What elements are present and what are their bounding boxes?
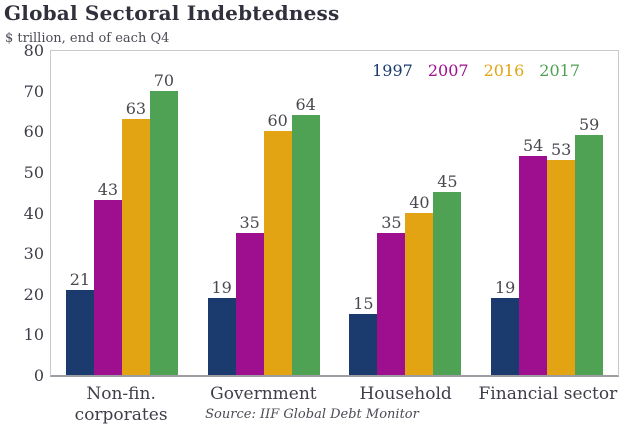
legend-item-2007: 2007 (427, 61, 469, 80)
bar-2016-2 (405, 212, 434, 375)
y-tick-label: 40 (23, 203, 44, 223)
bar-2017-0 (149, 90, 178, 375)
bar-column: 53 (547, 139, 576, 375)
bar-2017-1 (291, 115, 320, 375)
bar-2017-3 (575, 135, 604, 375)
bar-value-label: 35 (239, 212, 260, 232)
bar-value-label: 53 (550, 139, 572, 159)
bar-column: 70 (149, 70, 178, 375)
bar-2007-2 (377, 232, 406, 375)
bar-column: 64 (291, 95, 320, 375)
bar-1997-1 (207, 297, 236, 375)
bar-column: 15 (349, 294, 378, 375)
bar-value-label: 40 (409, 192, 430, 212)
bar-column: 45 (433, 172, 462, 375)
bar-2007-1 (235, 232, 264, 375)
y-tick-label: 70 (23, 81, 44, 101)
x-axis-label-2: Household (335, 384, 477, 426)
x-axis-label-line: Government (210, 384, 317, 404)
bar-1997-2 (349, 314, 378, 375)
bar-2016-1 (263, 131, 292, 375)
y-tick-label: 60 (23, 122, 44, 142)
x-axis-label-3: Financial sector (477, 384, 619, 426)
bar-value-label: 59 (578, 115, 600, 135)
bar-value-label: 19 (494, 277, 516, 297)
y-tick-label: 10 (23, 325, 44, 345)
bar-value-label: 35 (381, 212, 402, 232)
legend-item-2016: 2016 (483, 61, 525, 80)
bar-2016-0 (121, 119, 150, 375)
bar-value-label: 21 (69, 269, 91, 289)
y-tick-label: 30 (23, 244, 44, 264)
bar-column: 60 (263, 111, 292, 375)
bar-group-3: 19 54 53 59 (491, 115, 604, 375)
bar-column: 19 (207, 277, 236, 375)
bar-1997-3 (491, 297, 520, 375)
bar-column: 43 (93, 180, 122, 375)
bar-group-1: 19 35 60 64 (207, 95, 320, 375)
source-note: Source: IIF Global Debt Monitor (205, 407, 419, 422)
x-axis-label-1: Government (192, 384, 334, 426)
bar-value-label: 54 (522, 135, 544, 155)
bar-value-label: 19 (211, 277, 232, 297)
legend-item-2017: 2017 (539, 61, 580, 80)
x-axis-label-line: corporates (74, 405, 168, 425)
bar-2017-2 (433, 192, 462, 375)
x-axis-label-0: Non-fin. corporates (50, 384, 192, 426)
bar-column: 19 (491, 277, 520, 375)
bar-value-label: 70 (153, 70, 175, 90)
chart-subtitle: $ trillion, end of each Q4 (5, 31, 170, 46)
bar-column: 54 (519, 135, 548, 375)
bar-groups: 21 43 63 70 19 35 60 64 15 35 40 45 19 54 53 59 (51, 51, 618, 375)
bar-2016-3 (547, 159, 576, 375)
chart-title: Global Sectoral Indebtedness (4, 1, 340, 25)
bar-column: 59 (575, 115, 604, 375)
plot-area: 21 43 63 70 19 35 60 64 15 35 40 45 19 54 53 59 1997 200… (50, 50, 619, 377)
y-tick-label: 50 (23, 162, 44, 182)
bar-column: 40 (405, 192, 434, 375)
bar-column: 35 (235, 212, 264, 375)
y-axis: 0 10 20 30 40 50 60 70 80 (0, 41, 44, 385)
bar-2007-3 (519, 155, 548, 375)
x-axis-label-line: Non-fin. (86, 384, 156, 404)
x-axis: Non-fin. corporates Government Household Fin… (50, 384, 619, 426)
bar-group-0: 21 43 63 70 (65, 70, 178, 375)
bar-value-label: 60 (267, 111, 288, 131)
bar-value-label: 15 (353, 294, 374, 314)
bar-1997-0 (65, 289, 94, 375)
legend: 1997 2007 2016 2017 (372, 61, 580, 80)
bar-column: 21 (65, 269, 94, 375)
bar-value-label: 64 (295, 95, 316, 114)
y-tick-label: 0 (33, 366, 44, 385)
bar-value-label: 45 (437, 172, 458, 192)
y-tick-label: 80 (23, 41, 44, 60)
bar-2007-0 (93, 200, 122, 375)
bar-column: 35 (377, 212, 406, 375)
bar-value-label: 43 (97, 180, 119, 200)
bar-value-label: 63 (125, 99, 147, 119)
y-tick-label: 20 (23, 284, 44, 304)
x-axis-label-line: Financial sector (478, 384, 618, 404)
x-axis-label-line: Household (359, 384, 452, 404)
bar-column: 63 (121, 99, 150, 375)
legend-item-1997: 1997 (372, 61, 413, 80)
bar-group-2: 15 35 40 45 (349, 172, 462, 375)
